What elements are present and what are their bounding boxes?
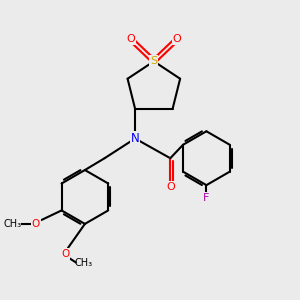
Text: O: O (166, 182, 175, 192)
Text: F: F (203, 193, 210, 202)
Text: N: N (131, 132, 140, 145)
Text: O: O (32, 219, 40, 229)
Text: CH₃: CH₃ (4, 219, 22, 229)
Text: S: S (150, 56, 158, 66)
Text: CH₃: CH₃ (74, 258, 92, 268)
Text: O: O (172, 34, 181, 44)
Text: O: O (61, 249, 69, 259)
Text: O: O (127, 34, 135, 44)
